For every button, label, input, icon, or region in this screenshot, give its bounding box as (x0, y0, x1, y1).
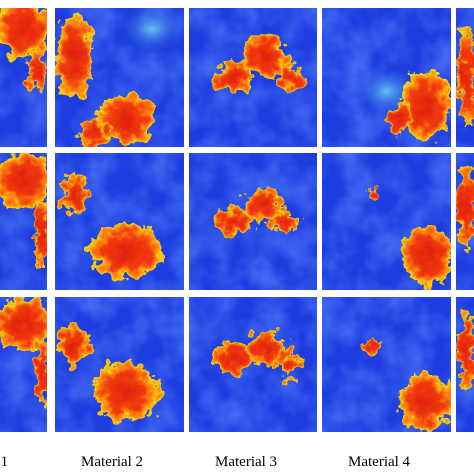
hot-region (58, 324, 159, 422)
blob (0, 153, 47, 208)
hot-region (61, 173, 163, 280)
blob (457, 166, 474, 249)
blob (278, 63, 305, 92)
panel (456, 297, 474, 432)
hot-region (457, 166, 474, 249)
panel (55, 297, 184, 432)
hot-region (0, 297, 47, 405)
panel-content (0, 8, 47, 147)
panel-grid (0, 8, 474, 432)
blob (367, 187, 381, 201)
blob (242, 35, 289, 78)
blob (272, 210, 298, 233)
column-labels: al 1 Material 2 Material 3 Material 4 (0, 454, 411, 470)
blob (89, 224, 163, 280)
blob (457, 28, 474, 127)
panel (322, 8, 451, 147)
blob (0, 8, 47, 60)
blob (457, 310, 474, 392)
panel (322, 297, 451, 432)
panel (456, 8, 474, 147)
panel-content (55, 297, 184, 432)
panel (0, 8, 47, 147)
panel (322, 153, 451, 290)
blob (246, 330, 285, 366)
blob (61, 173, 88, 215)
hot-region (457, 28, 474, 127)
hot-region (213, 330, 302, 378)
blob (399, 70, 451, 141)
blob (78, 119, 110, 147)
hot-region (365, 336, 451, 432)
panel (0, 153, 47, 290)
blob (365, 336, 382, 353)
hot-region (214, 35, 305, 95)
blob (28, 49, 47, 92)
panel (456, 153, 474, 290)
blob (276, 351, 302, 378)
column-label: al 1 (0, 454, 8, 470)
hot-region (367, 187, 451, 286)
column-label: Material 3 (215, 454, 277, 470)
panel-content (189, 153, 317, 290)
blob (386, 105, 413, 134)
panel-content (456, 8, 474, 147)
blob (213, 341, 255, 374)
blob (35, 337, 47, 405)
panel (189, 297, 317, 432)
panel-content (322, 297, 451, 432)
panel-content (189, 8, 317, 147)
panel-content (189, 297, 317, 432)
hot-region (457, 310, 474, 392)
blob (35, 200, 47, 270)
hot-region (214, 188, 298, 236)
blob (401, 225, 451, 286)
blob (55, 14, 94, 99)
panel-content (322, 8, 451, 147)
blob (214, 207, 253, 236)
panel-content (55, 8, 184, 147)
column-label: Material 2 (81, 454, 143, 470)
panel (0, 297, 47, 432)
panel (55, 8, 184, 147)
blob (93, 361, 159, 422)
blob (214, 60, 253, 95)
blob (245, 188, 282, 222)
column-label: Material 4 (348, 454, 411, 470)
cool-region (119, 8, 184, 54)
panel-content (55, 153, 184, 290)
blob (97, 94, 155, 145)
panel-content (0, 153, 47, 290)
hot-region (55, 14, 155, 147)
panel-content (456, 297, 474, 432)
panel (189, 8, 317, 147)
hot-region (0, 153, 47, 270)
panel-content (322, 153, 451, 290)
blob (58, 324, 90, 365)
hot-region (386, 70, 451, 141)
panel-content (456, 153, 474, 290)
blob (0, 297, 47, 351)
panel (189, 153, 317, 290)
blob (399, 372, 451, 432)
panel (55, 153, 184, 290)
panel-content (0, 297, 47, 432)
hot-region (0, 8, 47, 92)
